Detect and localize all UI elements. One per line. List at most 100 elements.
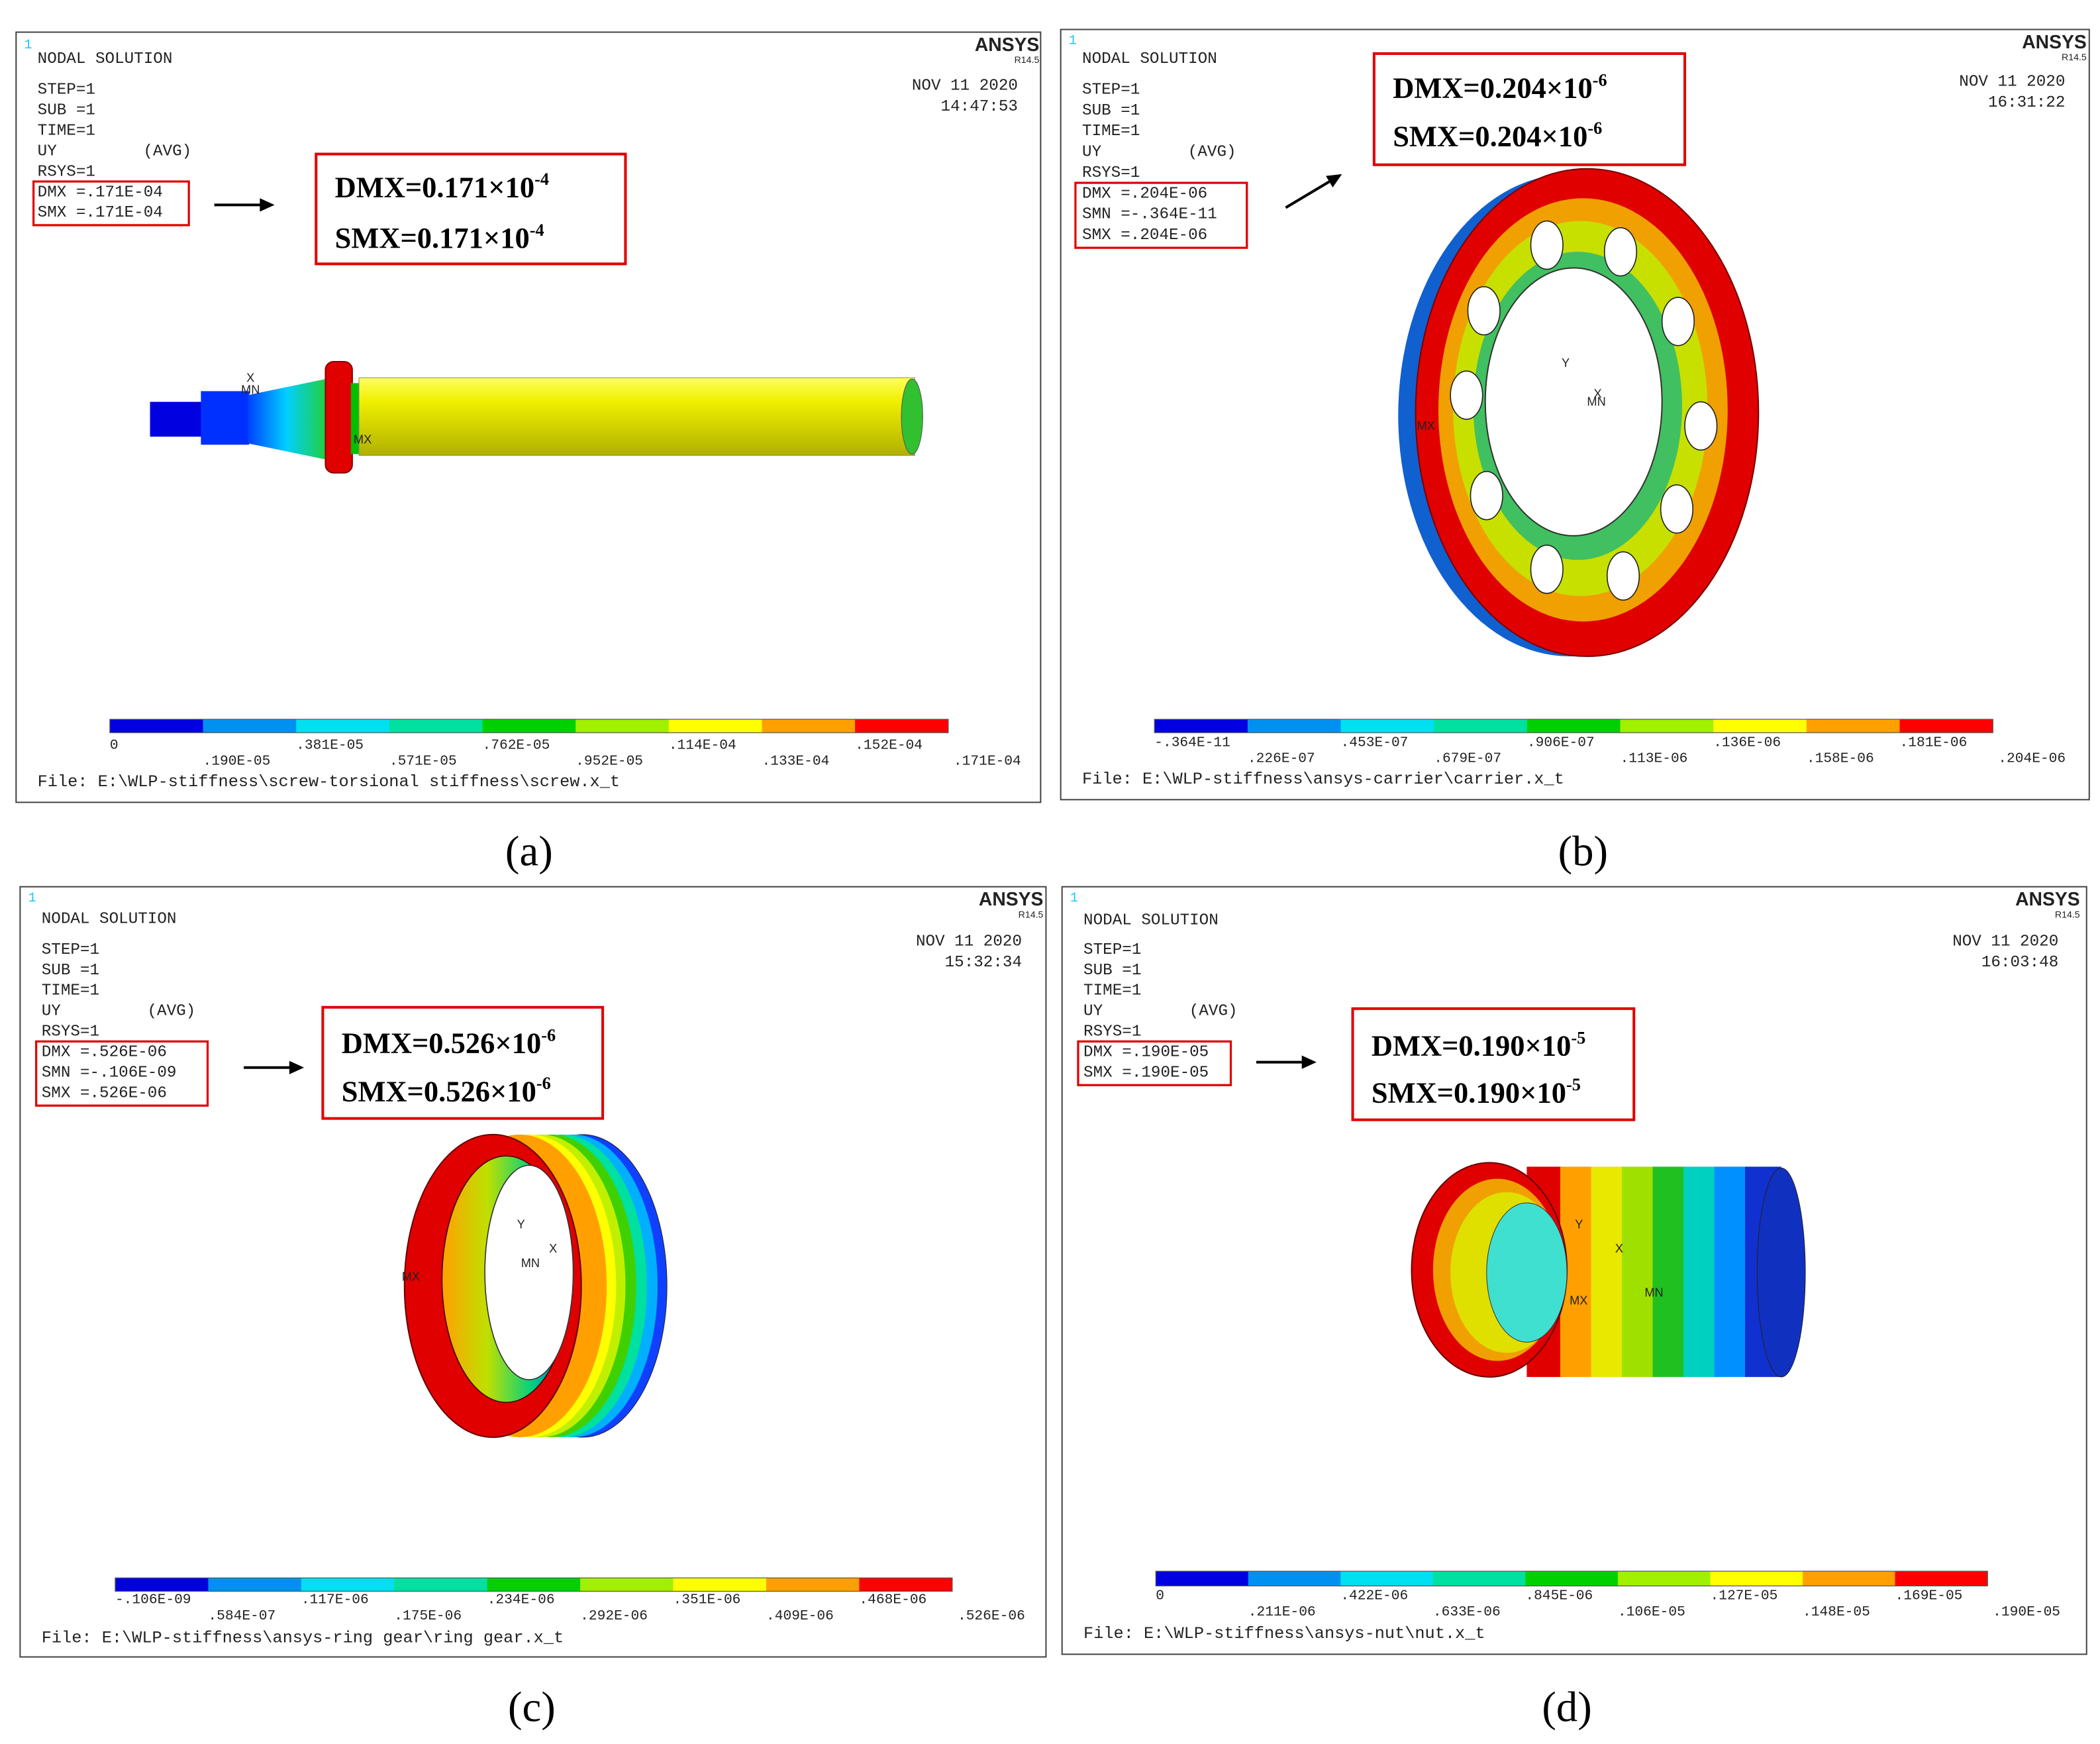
callout-text: DMX=0.190×10: [1372, 1029, 1572, 1062]
extreme-line: SMX =.526E-06: [42, 1084, 167, 1102]
legend-label: -.106E-09: [115, 1592, 191, 1608]
date: NOV 11 2020: [1952, 933, 2058, 951]
file-path: File: E:\WLP-stiffness\ansys-nut\nut.x_t: [1083, 1624, 1485, 1643]
model-label: MN: [1587, 395, 1605, 409]
legend-label: .409E-06: [766, 1608, 834, 1624]
legend-label: .633E-06: [1433, 1604, 1501, 1620]
legend-swatch: [389, 719, 483, 733]
panel-label: (b): [1558, 827, 1608, 874]
hole: [1684, 401, 1718, 451]
time: 14:47:53: [941, 98, 1018, 116]
nut-model: [1411, 1162, 1806, 1378]
highlight-box: [1074, 181, 1248, 249]
bore: [484, 1164, 574, 1380]
model-label: MN: [241, 384, 260, 397]
bore: [1486, 1202, 1568, 1343]
result-title: NODAL SOLUTION: [1082, 50, 1217, 68]
callout-box: [321, 1005, 605, 1120]
legend-swatch: [1154, 719, 1248, 733]
model-label: X: [1594, 387, 1602, 401]
legend-swatch: [1710, 1571, 1803, 1586]
extreme-line: SMX =.190E-05: [1083, 1064, 1209, 1082]
date: NOV 11 2020: [916, 933, 1022, 951]
info-line: STEP=1: [38, 81, 95, 99]
legend-swatch: [115, 1578, 209, 1592]
window-number: 1: [24, 38, 32, 53]
legend-label: .113E-06: [1621, 751, 1688, 767]
callout-exponent: -5: [1571, 1028, 1585, 1047]
legend-swatch: [1432, 1571, 1526, 1586]
screw-model: [150, 361, 923, 474]
legend-swatch: [1617, 1571, 1711, 1586]
info-line: TIME=1: [42, 982, 99, 1000]
avg-label: (AVG): [1188, 144, 1236, 162]
callout-line: SMX=0.171×10-4: [335, 221, 544, 254]
arrow-head: [260, 198, 275, 212]
bore: [1484, 267, 1663, 537]
legend-label: .190E-05: [203, 754, 271, 770]
extreme-line: DMX =.171E-04: [38, 183, 163, 201]
stripe: [1652, 1166, 1685, 1377]
info-line: UY: [1083, 1003, 1103, 1021]
legend-swatch: [1340, 1571, 1434, 1586]
model-label: MX: [354, 433, 372, 446]
legend-swatch: [1806, 719, 1901, 733]
file-path: File: E:\WLP-stiffness\ansys-ring gear\r…: [42, 1628, 564, 1647]
window-number: 1: [28, 891, 36, 906]
extreme-line: SMX =.204E-06: [1082, 227, 1207, 244]
model-label: X: [246, 371, 254, 384]
stripe: [1622, 1166, 1654, 1377]
callout-line: DMX=0.204×10-6: [1393, 70, 1607, 104]
hole: [1661, 297, 1695, 346]
legend-swatch: [1340, 719, 1434, 733]
legend-swatch: [301, 1578, 395, 1592]
legend-frame: [109, 719, 949, 733]
legend-label: .211E-06: [1248, 1604, 1316, 1620]
date: NOV 11 2020: [1959, 73, 2065, 91]
legend-swatch: [394, 1578, 488, 1592]
callout-text: DMX=0.171×10: [335, 170, 535, 203]
info-line: STEP=1: [1082, 81, 1140, 99]
legend-swatch: [1713, 719, 1807, 733]
legend-label: .181E-06: [1900, 735, 1968, 750]
legend-swatch: [1620, 719, 1714, 733]
legend-label: .204E-06: [1998, 751, 2066, 767]
legend-label: 0: [110, 737, 119, 753]
ring-gear-model: [403, 1133, 668, 1438]
legend-label: .226E-07: [1248, 751, 1315, 767]
legend-swatch: [1899, 719, 1993, 733]
info-line: TIME=1: [1083, 982, 1141, 1000]
info-line: RSYS=1: [1082, 164, 1140, 182]
shaft-step: [201, 391, 250, 445]
legend-label: .952E-05: [575, 754, 643, 770]
callout-text: SMX=0.526×10: [342, 1074, 536, 1107]
brand: ANSYS: [979, 888, 1044, 909]
legend-swatch: [668, 719, 763, 733]
date: NOV 11 2020: [912, 77, 1018, 95]
legend-swatch: [575, 719, 670, 733]
brand: ANSYS: [2022, 31, 2087, 52]
highlight-box: [32, 180, 190, 227]
legend-swatch: [580, 1578, 674, 1592]
panel-frame: [1061, 886, 2087, 1655]
legend-label: .453E-07: [1341, 735, 1409, 750]
result-title: NODAL SOLUTION: [42, 910, 177, 928]
callout-text: DMX=0.526×10: [342, 1027, 542, 1060]
model-label: X: [1615, 1242, 1623, 1255]
legend-label: .114E-04: [669, 737, 736, 753]
callout-box: [1372, 52, 1687, 166]
version: R14.5: [1019, 909, 1044, 919]
legend-swatch: [487, 1578, 581, 1592]
panel-frame: [15, 31, 1042, 803]
avg-label: (AVG): [1189, 1003, 1238, 1021]
legend-label: .158E-06: [1807, 751, 1874, 767]
hole: [1606, 551, 1640, 601]
legend-label: .127E-05: [1710, 1588, 1777, 1604]
panel-frame: [19, 886, 1047, 1658]
stripe: [1683, 1166, 1716, 1377]
cone: [248, 379, 326, 460]
callout-line: DMX=0.171×10-4: [335, 170, 549, 203]
legend-swatch: [1156, 1571, 1249, 1586]
hole: [1603, 227, 1638, 277]
arrow-shaft: [1285, 178, 1334, 209]
